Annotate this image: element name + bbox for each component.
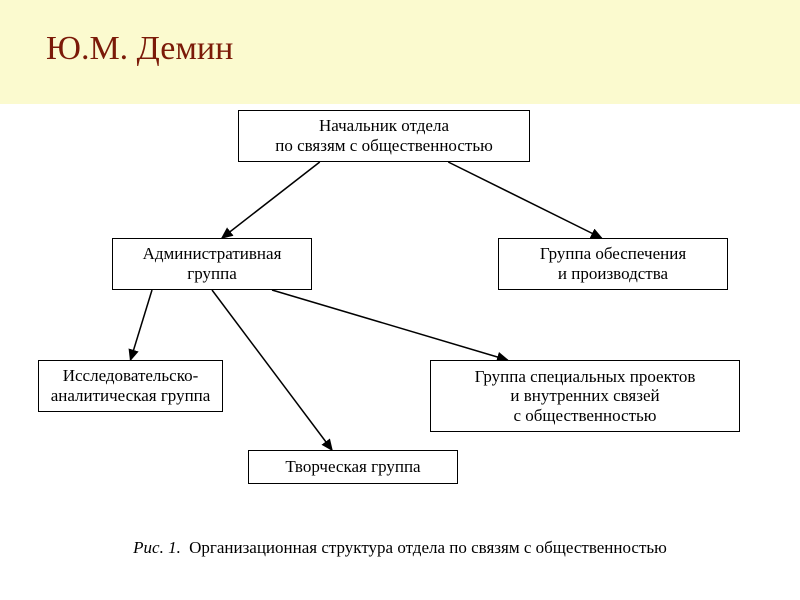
title-bar: Ю.М. Демин (0, 0, 800, 104)
node-research-group: Исследовательско-аналитическая группа (38, 360, 223, 412)
node-label: Начальник отделапо связям с общественнос… (275, 116, 493, 155)
node-label: Административнаягруппа (143, 244, 282, 283)
edge-arrow (212, 290, 332, 450)
node-admin-group: Административнаягруппа (112, 238, 312, 290)
edge-arrow (448, 162, 601, 238)
edge-arrow (131, 290, 153, 360)
page-root: { "layout": { "background_color": "#ffff… (0, 0, 800, 600)
page-title: Ю.М. Демин (46, 30, 233, 68)
edge-arrow (222, 162, 320, 238)
node-creative-group: Творческая группа (248, 450, 458, 484)
node-label: Группа специальных проектови внутренних … (475, 367, 696, 426)
edge-arrow (272, 290, 508, 360)
node-label: Творческая группа (285, 457, 420, 477)
node-support-group: Группа обеспеченияи производства (498, 238, 728, 290)
caption-prefix: Рис. 1. (133, 538, 181, 557)
node-label: Исследовательско-аналитическая группа (51, 366, 211, 405)
node-head: Начальник отделапо связям с общественнос… (238, 110, 530, 162)
node-label: Группа обеспеченияи производства (540, 244, 686, 283)
figure-caption: Рис. 1. Организационная структура отдела… (0, 538, 800, 558)
node-special-group: Группа специальных проектови внутренних … (430, 360, 740, 432)
caption-text: Организационная структура отдела по связ… (189, 538, 667, 557)
